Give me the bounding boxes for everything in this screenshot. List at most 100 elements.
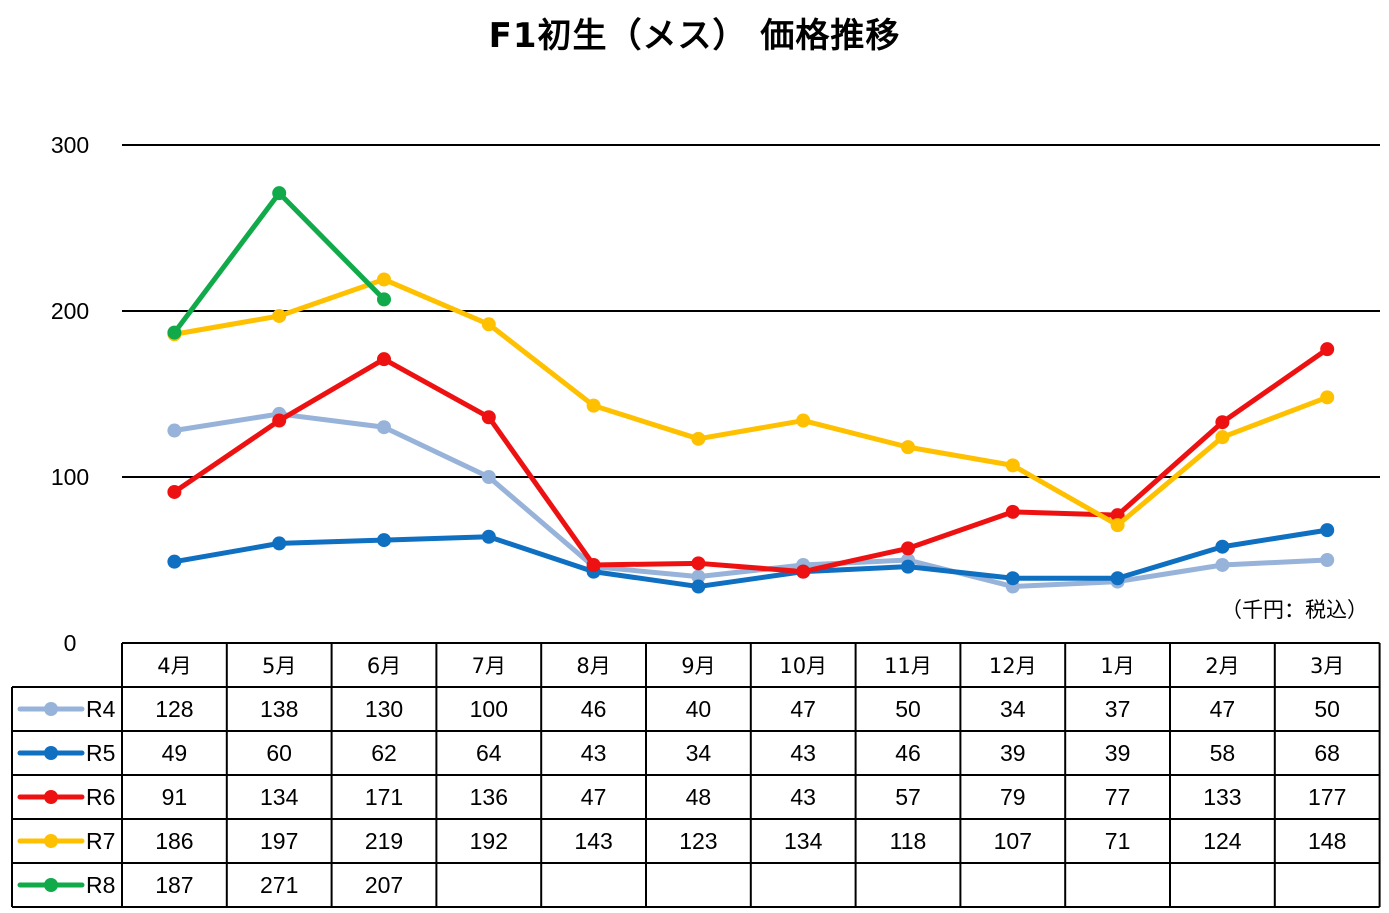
data-point: [1320, 342, 1335, 357]
data-point: [691, 579, 706, 594]
table-header-month: 9月: [681, 654, 715, 678]
table-cell-value: 50: [1314, 696, 1340, 722]
table-cell-value: 130: [365, 696, 403, 722]
data-point: [481, 470, 496, 484]
series-R6: [167, 342, 1335, 579]
table-header-month: 8月: [576, 654, 610, 678]
data-point: [1215, 430, 1230, 445]
series-R7: [167, 272, 1335, 533]
table-cell-value: 46: [581, 696, 607, 722]
y-axis-ticks: 0 100 200 300: [51, 132, 89, 656]
data-point: [272, 536, 287, 551]
data-point: [1110, 571, 1125, 586]
data-point: [796, 564, 811, 579]
table-cell-value: 123: [679, 828, 717, 854]
table-row: R7 186 197 219 192 143 123 134 118 107 71 124 148: [17, 828, 1346, 854]
table-row: R4 128 138 130 100 46 40 47 50 34 37 47 50: [17, 696, 1340, 722]
table-cell-value: 107: [994, 828, 1032, 854]
table-cell-value: 68: [1314, 740, 1340, 766]
data-point: [272, 308, 287, 323]
data-point: [377, 272, 391, 287]
legend-marker: [44, 702, 58, 716]
data-point: [901, 541, 915, 556]
data-point: [1005, 504, 1020, 519]
data-point: [691, 431, 706, 446]
data-point: [1110, 508, 1125, 523]
table-cell-value: 43: [790, 740, 816, 766]
table-cell-value: 58: [1210, 740, 1236, 766]
data-point: [481, 317, 496, 332]
legend-marker: [44, 746, 58, 760]
series-R5: [167, 523, 1335, 594]
unit-note: （千円：税込）: [1221, 598, 1368, 622]
legend-label: R4: [86, 696, 116, 722]
table-cell-value: 39: [1105, 740, 1131, 766]
table-cell-value: 40: [686, 696, 712, 722]
table-cell-value: 91: [162, 784, 188, 810]
gridlines: [122, 144, 1380, 478]
data-point: [1320, 523, 1335, 538]
table-cell-value: 219: [365, 828, 403, 854]
table-cell-value: 133: [1203, 784, 1241, 810]
data-point: [377, 533, 391, 548]
data-point: [1215, 415, 1230, 430]
table-cell-value: 71: [1105, 828, 1131, 854]
table-cell-value: 143: [574, 828, 612, 854]
legend-label: R6: [86, 784, 115, 810]
legend-label: R7: [86, 828, 115, 854]
table-cell-value: 100: [470, 696, 508, 722]
data-table: 4月 5月 6月 7月 8月 9月 10月 11月 12月 1月 2月 3月 R4 128 138 130 10…: [11, 642, 1381, 908]
data-point: [1320, 390, 1335, 405]
series-line: [171, 411, 1330, 590]
data-point: [377, 352, 391, 367]
table-header-month: 6月: [367, 654, 401, 678]
data-point: [1005, 571, 1020, 586]
table-cell-value: 171: [365, 784, 403, 810]
table-cell-value: 47: [581, 784, 607, 810]
table-cell-value: 197: [260, 828, 298, 854]
table-cell-value: 43: [790, 784, 816, 810]
table-cell-value: 148: [1308, 828, 1346, 854]
table-cell-value: 134: [784, 828, 823, 854]
table-header-month: 2月: [1205, 654, 1239, 678]
table-cell-value: 60: [266, 740, 292, 766]
data-point: [901, 440, 915, 455]
data-point: [586, 398, 601, 413]
table-cell-value: 207: [365, 872, 403, 898]
table-cell-value: 50: [895, 696, 921, 722]
data-point: [691, 556, 706, 571]
table-header-month: 10月: [779, 654, 827, 678]
y-tick-label: 0: [64, 630, 77, 656]
table-cell-value: 48: [686, 784, 712, 810]
data-point: [167, 484, 182, 499]
table-header-month: 4月: [157, 654, 191, 678]
data-point: [691, 569, 706, 584]
table-cell-value: 47: [790, 696, 816, 722]
data-point: [1320, 553, 1335, 567]
table-cell-value: 43: [581, 740, 607, 766]
table-header-month: 1月: [1100, 654, 1134, 678]
table-row: R6 91 134 171 136 47 48 43 57 79 77 133 177: [17, 784, 1346, 810]
table-cell-value: 134: [260, 784, 299, 810]
table-cell-value: 34: [1000, 696, 1026, 722]
table-cell-value: 192: [470, 828, 508, 854]
y-tick-label: 300: [51, 132, 89, 158]
table-cell-value: 118: [890, 828, 927, 854]
series-lines: [167, 186, 1335, 594]
data-point: [481, 529, 496, 544]
table-cell-value: 138: [260, 696, 298, 722]
series-line: [171, 276, 1330, 528]
table-cell-value: 46: [895, 740, 921, 766]
data-point: [481, 410, 496, 425]
table-row: R8 187 271 207: [17, 872, 403, 898]
table-cell-value: 64: [476, 740, 502, 766]
table-row: R5 49 60 62 64 43 34 43 46 39 39 58 68: [17, 740, 1340, 766]
data-point: [1110, 518, 1125, 533]
legend-marker: [44, 790, 58, 804]
table-cell-value: 37: [1105, 696, 1131, 722]
data-point: [167, 423, 182, 438]
table-cell-value: 186: [155, 828, 193, 854]
table-header-month: 12月: [989, 654, 1037, 678]
table-cell-value: 39: [1000, 740, 1026, 766]
